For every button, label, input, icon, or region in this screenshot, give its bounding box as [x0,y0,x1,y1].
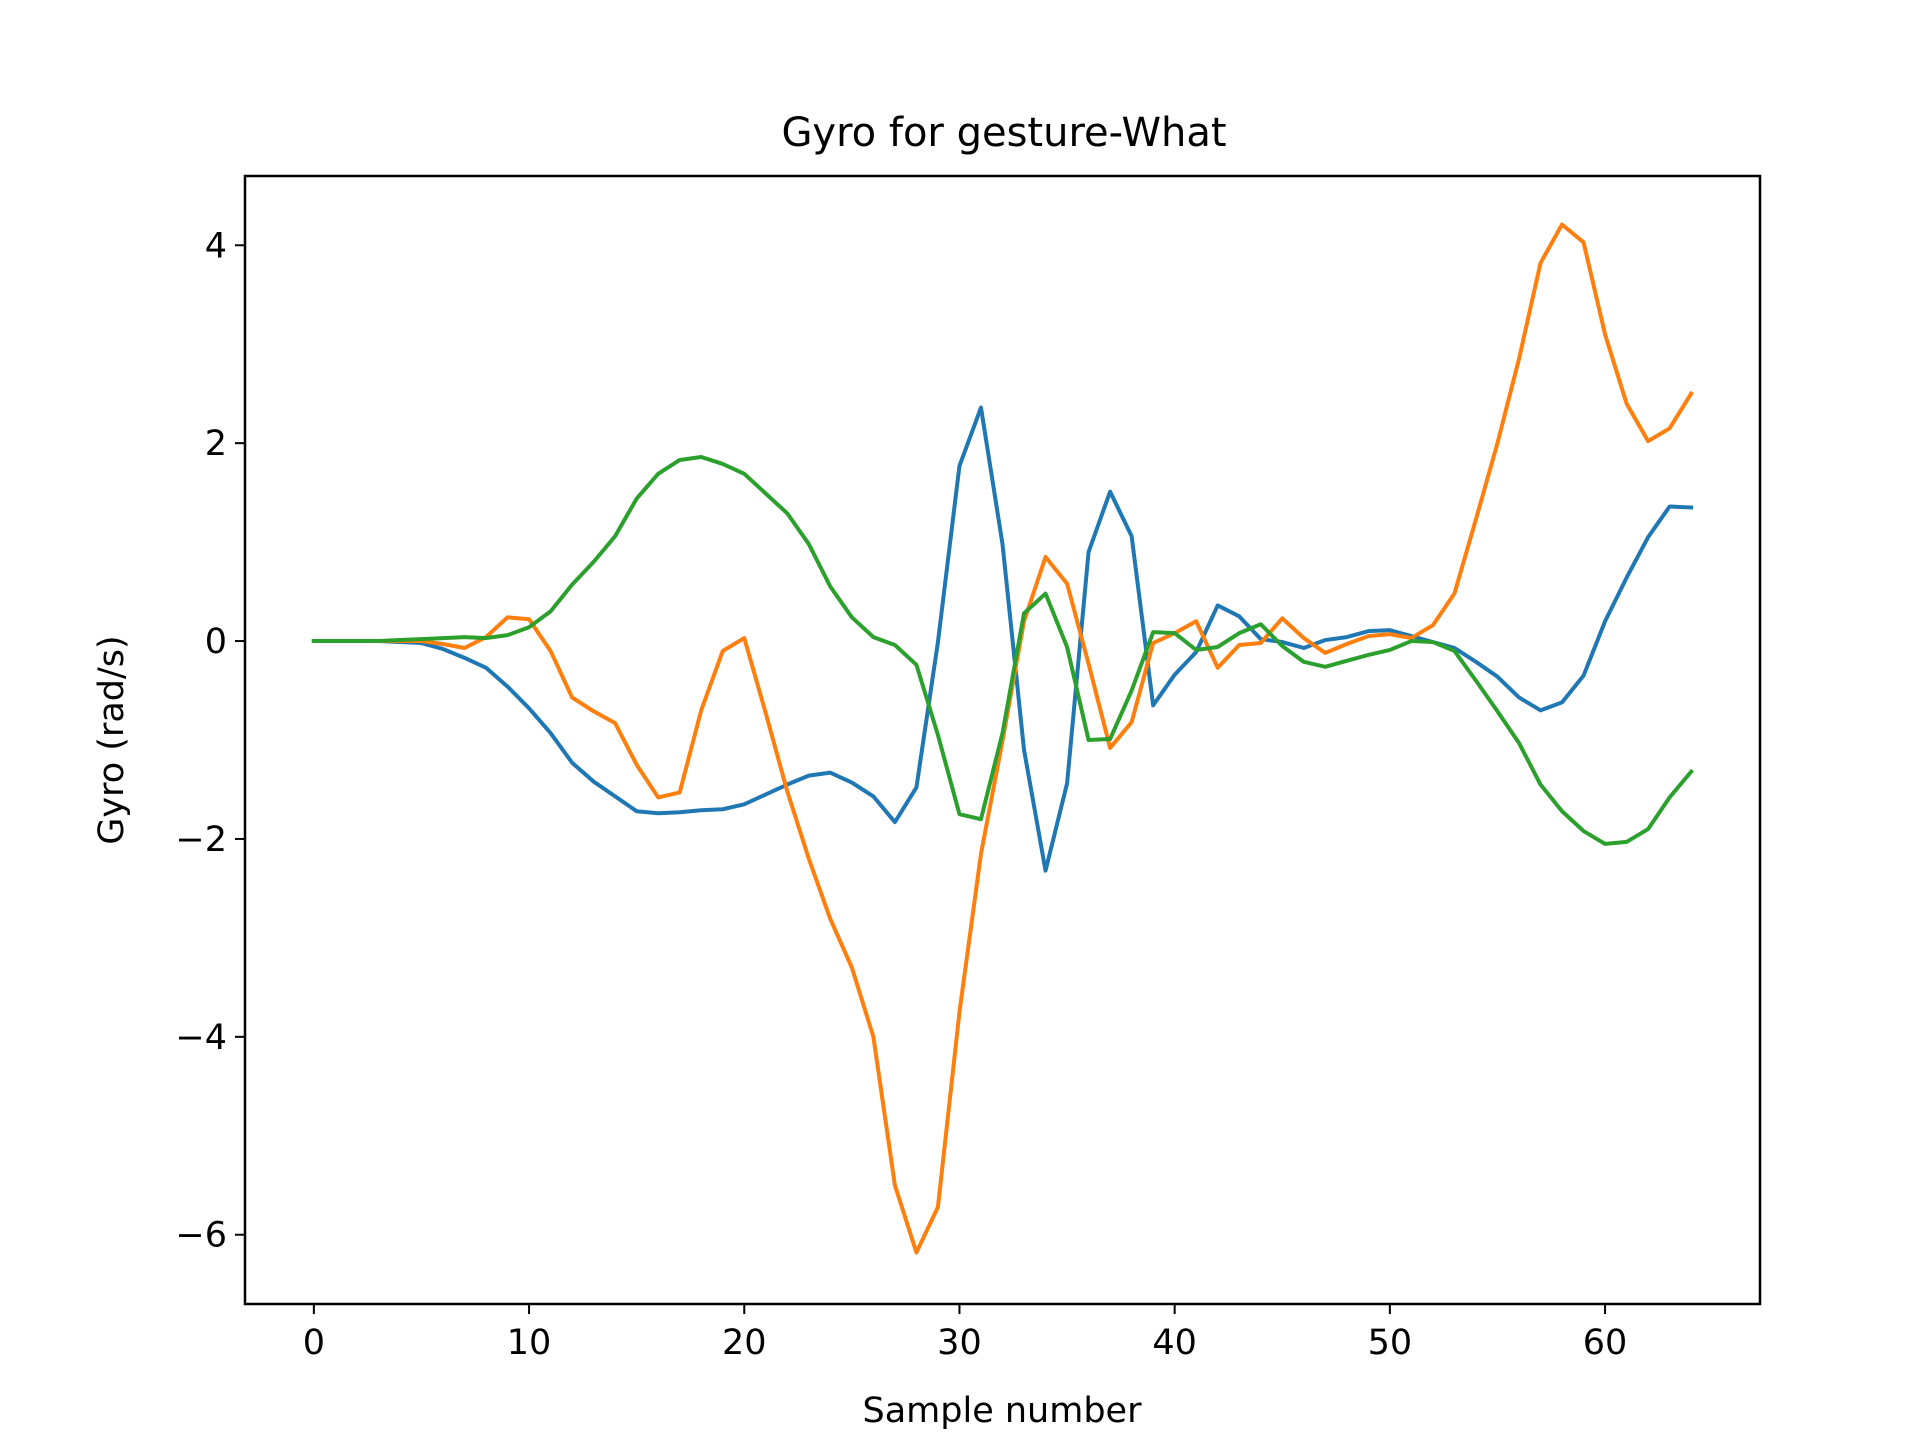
y-tick-label: −6 [175,1216,227,1256]
x-tick-label: 40 [1152,1323,1197,1363]
y-tick-label: 4 [205,226,227,266]
x-tick-label: 20 [722,1323,767,1363]
y-axis: 4 2 0 −2 −4 −6 [175,226,245,1256]
x-tick-label: 0 [303,1323,325,1363]
x-tick-label: 30 [937,1323,982,1363]
x-tick-label: 60 [1583,1323,1628,1363]
y-axis-label: Gyro (rad/s) [92,635,132,844]
chart-title: Gyro for gesture-What [781,110,1226,156]
series-line-1 [311,405,1694,873]
x-tick-label: 10 [507,1323,552,1363]
x-axis-label: Sample number [863,1391,1143,1431]
y-tick-label: −4 [175,1018,227,1058]
x-tick-label: 50 [1368,1323,1413,1363]
y-tick-label: −2 [175,820,227,860]
x-axis: 0 10 20 30 40 50 60 [303,1304,1628,1363]
y-tick-label: 2 [205,424,227,464]
y-tick-label: 0 [205,622,227,662]
series-line-3 [311,455,1694,846]
plot-frame [243,174,1762,1306]
plot-area [311,222,1694,1255]
